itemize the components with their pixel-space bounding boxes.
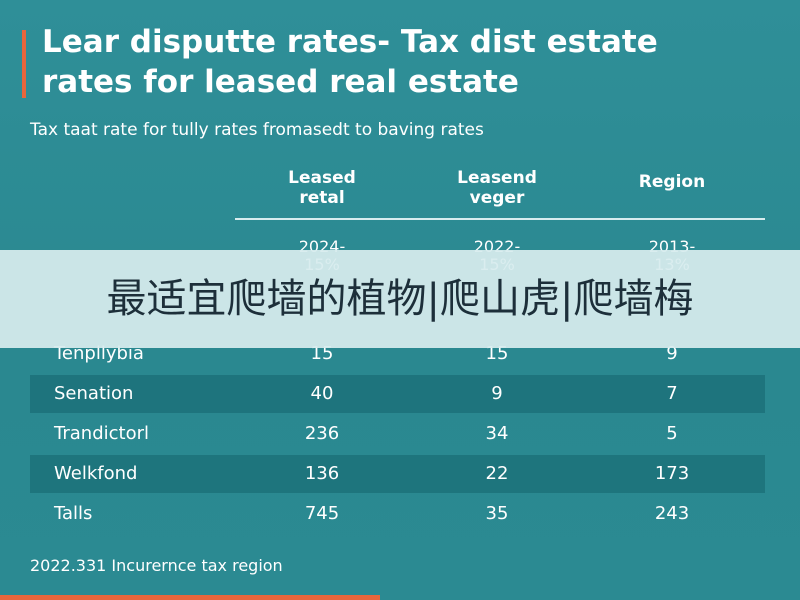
row-label: Trandictorl	[54, 423, 149, 444]
table-cell: 9	[666, 343, 678, 364]
table-row: Senation 40 9 7	[30, 375, 765, 413]
table-cell: 9	[491, 383, 503, 404]
accent-bar	[22, 30, 26, 98]
bottom-bar	[0, 595, 380, 600]
column-header: Leased retal	[235, 168, 410, 208]
row-label: Senation	[54, 383, 134, 404]
banner: 最适宜爬墙的植物|爬山虎|爬墙梅	[0, 250, 800, 348]
table-cell: 5	[666, 423, 678, 444]
table-cell: 236	[304, 423, 340, 444]
table-row: Tenpllybia 15 15 9	[30, 335, 765, 373]
table-row: Welkfond 136 22 173	[30, 455, 765, 493]
table-cell: 7	[666, 383, 678, 404]
table-cell: 243	[654, 503, 690, 524]
row-label: Talls	[54, 503, 93, 524]
title: Lear disputte rates- Tax dist estate rat…	[42, 22, 658, 102]
table-row: Trandictorl 236 34 5	[30, 415, 765, 453]
footer: 2022.331 Incurernce tax region	[30, 556, 283, 575]
column-header: Leasend veger	[410, 168, 585, 208]
table-cell: 745	[304, 503, 340, 524]
table-row: Talls 745 35 243	[30, 495, 765, 533]
column-header-line: veger	[469, 188, 525, 208]
row-label: Tenpllybia	[54, 343, 144, 364]
table-cell: 15	[485, 343, 509, 364]
header-rule	[235, 218, 765, 220]
table-cell: 40	[310, 383, 334, 404]
column-header-line: retal	[299, 188, 345, 208]
table-cell: 22	[485, 463, 509, 484]
title-line: rates for leased real estate	[42, 64, 519, 100]
subtitle: Tax taat rate for tully rates fromasedt …	[30, 120, 484, 140]
table-cell: 136	[304, 463, 340, 484]
title-line: Lear disputte rates- Tax dist estate	[42, 24, 658, 60]
table-cell: 173	[654, 463, 690, 484]
table-cell: 35	[485, 503, 509, 524]
column-header-line: Leased	[288, 168, 356, 188]
table-cell: 34	[485, 423, 509, 444]
column-header: Region	[585, 172, 760, 192]
column-header-line: Leasend	[457, 168, 537, 188]
table-cell: 15	[310, 343, 334, 364]
column-header-line: Region	[638, 172, 706, 192]
row-label: Welkfond	[54, 463, 138, 484]
